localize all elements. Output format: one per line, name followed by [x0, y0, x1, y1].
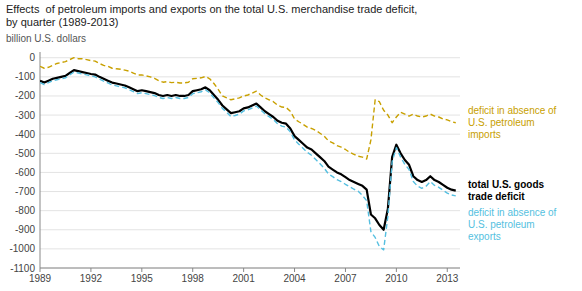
y-tick-label: -500 — [15, 148, 35, 159]
subtitle: by quarter (1989-2013) — [6, 16, 119, 28]
x-tick-label: 1989 — [29, 273, 52, 284]
x-tick — [447, 268, 448, 272]
x-axis-line — [40, 268, 460, 269]
grid-line — [40, 134, 460, 135]
series-label: total U.S. goodstrade deficit — [468, 179, 545, 202]
grid-line — [40, 172, 460, 173]
y-tick-label: -700 — [15, 186, 35, 197]
x-tick-label: 2004 — [283, 273, 306, 284]
x-tick — [192, 268, 193, 272]
y-tick-label: -100 — [15, 71, 35, 82]
grid — [40, 58, 460, 268]
x-tick — [141, 268, 142, 272]
x-tick — [243, 268, 244, 272]
title: Effects of petroleum imports and exports… — [6, 3, 417, 15]
y-tick-label: -900 — [15, 224, 35, 235]
grid-line — [40, 248, 460, 249]
y-tick-label: -600 — [15, 167, 35, 178]
y-tick-label: -400 — [15, 129, 35, 140]
x-tick-label: 1995 — [131, 273, 154, 284]
series-label: deficit in absence ofU.S. petroleumexpor… — [468, 207, 557, 242]
grid-line — [40, 57, 460, 58]
grid-line — [40, 76, 460, 77]
y-tick-label: -1000 — [9, 243, 35, 254]
series-line — [40, 72, 456, 250]
x-tick-label: 2001 — [233, 273, 256, 284]
grid-line — [40, 229, 460, 230]
x-tick — [90, 268, 91, 272]
grid-line — [40, 153, 460, 154]
x-tick-label: 1992 — [80, 273, 103, 284]
chart: Effects of petroleum imports and exports… — [0, 0, 582, 291]
y-tick-label: -300 — [15, 110, 35, 121]
y-tick-label: -1100 — [10, 263, 35, 274]
x-tick-label: 2010 — [385, 273, 408, 284]
x-tick-label: 1998 — [182, 273, 205, 284]
x-tick-label: 2013 — [436, 273, 459, 284]
y-tick-label: 0 — [29, 52, 35, 63]
y-tick-label: -800 — [15, 205, 35, 216]
lines — [40, 58, 456, 250]
series-line — [40, 70, 456, 230]
y-tick-label: -200 — [15, 90, 35, 101]
y-axis-label: billion U.S. dollars — [6, 33, 86, 44]
grid-line — [40, 268, 460, 269]
grid-line — [40, 191, 460, 192]
x-tick — [396, 268, 397, 272]
y-axis-line — [40, 52, 41, 268]
x-tick — [40, 268, 41, 272]
series-label: deficit in absence ofU.S. petroleumimpor… — [468, 105, 557, 140]
x-tick-label: 2007 — [334, 273, 357, 284]
grid-line — [40, 95, 460, 96]
grid-line — [40, 210, 460, 211]
x-tick — [345, 268, 346, 272]
x-tick — [294, 268, 295, 272]
